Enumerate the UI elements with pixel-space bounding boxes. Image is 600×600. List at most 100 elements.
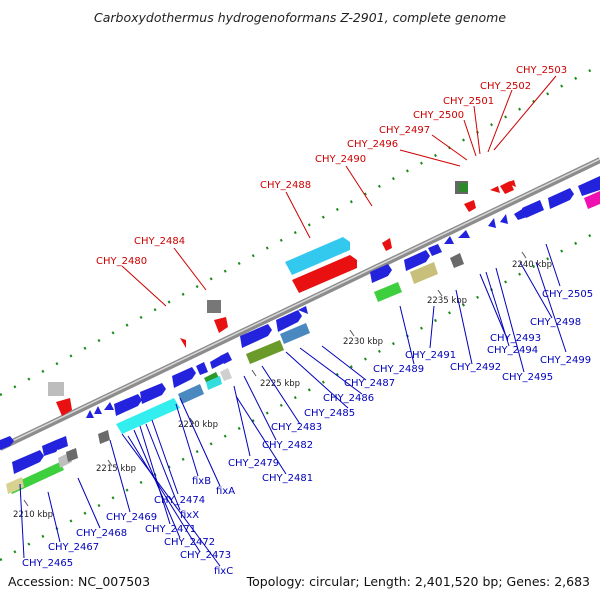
blue-gene-arrow[interactable] (444, 236, 454, 244)
blue-gene-arrow[interactable] (522, 200, 544, 218)
gene-label-chy-2502[interactable]: CHY_2502 (480, 81, 531, 92)
cyan-gene-block[interactable] (116, 398, 180, 434)
blue-gene-arrow[interactable] (428, 244, 442, 256)
steelblue-gene-block[interactable] (280, 323, 310, 344)
gene-label-chy-2490[interactable]: CHY_2490 (315, 154, 366, 165)
gene-label-chy-2481[interactable]: CHY_2481 (262, 473, 313, 484)
gene-label-chy-2471[interactable]: CHY_2471 (145, 524, 196, 535)
magenta-gene-block[interactable] (584, 191, 600, 209)
blue-gene-arrow[interactable] (488, 218, 496, 228)
blue-gene-arrow[interactable] (114, 394, 142, 416)
steelblue-gene-block[interactable] (178, 384, 204, 404)
gene-label-chy-2474[interactable]: CHY_2474 (154, 495, 205, 506)
blue-gene-arrow[interactable] (210, 355, 224, 369)
gene-label-chy-2493[interactable]: CHY_2493 (490, 333, 541, 344)
red-gene-arrow[interactable] (506, 180, 516, 187)
gene-label-chy-2472[interactable]: CHY_2472 (164, 537, 215, 548)
gene-label-chy-2494[interactable]: CHY_2494 (487, 345, 538, 356)
gene-label-fixx[interactable]: fixX (180, 510, 199, 521)
gene-label-fixa[interactable]: fixA (216, 486, 235, 497)
green-gene-block[interactable] (374, 282, 402, 302)
gene-label-fixb[interactable]: fixB (192, 476, 211, 487)
lower-features (0, 176, 600, 494)
gene-label-chy-2491[interactable]: CHY_2491 (405, 350, 456, 361)
red-gene-arrow[interactable] (382, 238, 392, 251)
red-gene-arrow[interactable] (56, 398, 72, 416)
scale-label-2220: 2220 kbp (178, 420, 218, 430)
grey-gene-block[interactable] (220, 368, 232, 381)
green-gene-block[interactable] (459, 183, 468, 192)
grey-gene-block[interactable] (450, 253, 464, 268)
gene-label-chy-2469[interactable]: CHY_2469 (106, 512, 157, 523)
olive-gene-block[interactable] (410, 262, 438, 284)
blue-gene-arrow[interactable] (240, 324, 272, 348)
scale-label-2230: 2230 kbp (343, 337, 383, 347)
blue-gene-arrow[interactable] (12, 450, 44, 474)
blue-gene-arrow[interactable] (196, 362, 208, 375)
gene-label-chy-2500[interactable]: CHY_2500 (413, 110, 464, 121)
gene-label-fixc[interactable]: fixC (214, 566, 233, 577)
blue-gene-arrow[interactable] (370, 264, 392, 283)
gene-label-chy-2499[interactable]: CHY_2499 (540, 355, 591, 366)
blue-gene-arrow[interactable] (458, 230, 470, 238)
genome-axis (0, 157, 600, 451)
gene-label-chy-2505[interactable]: CHY_2505 (542, 289, 593, 300)
gene-label-chy-2498[interactable]: CHY_2498 (530, 317, 581, 328)
upper-gene-labels: CHY_2503 CHY_2502 CHY_2501 CHY_2500 CHY_… (96, 65, 567, 267)
red-gene-block[interactable] (292, 255, 357, 293)
red-gene-arrow[interactable] (464, 200, 476, 212)
gene-label-chy-2488[interactable]: CHY_2488 (260, 180, 311, 191)
gene-label-chy-2473[interactable]: CHY_2473 (180, 550, 231, 561)
red-gene-arrow[interactable] (490, 186, 500, 193)
gene-label-chy-2483[interactable]: CHY_2483 (271, 422, 322, 433)
blue-gene-arrow[interactable] (86, 410, 94, 418)
gene-label-chy-2480[interactable]: CHY_2480 (96, 256, 147, 267)
gene-label-chy-2492[interactable]: CHY_2492 (450, 362, 501, 373)
grey-gene-block[interactable] (48, 382, 64, 396)
gene-label-chy-2495[interactable]: CHY_2495 (502, 372, 553, 383)
cyan-gene-block[interactable] (206, 376, 222, 390)
gene-label-chy-2468[interactable]: CHY_2468 (76, 528, 127, 539)
gene-label-chy-2497[interactable]: CHY_2497 (379, 125, 430, 136)
blue-gene-arrow[interactable] (404, 250, 430, 271)
gene-label-chy-2501[interactable]: CHY_2501 (443, 96, 494, 107)
blue-gene-arrow[interactable] (548, 188, 574, 209)
genome-summary-text: Topology: circular; Length: 2,401,520 bp… (246, 574, 590, 589)
blue-gene-arrow[interactable] (578, 176, 600, 196)
grey-gene-block[interactable] (207, 300, 221, 313)
gene-label-chy-2465[interactable]: CHY_2465 (22, 558, 73, 569)
lower-gene-labels: CHY_2505 CHY_2498 CHY_2499 CHY_2493 CHY_… (22, 289, 593, 577)
olivegreen-gene-block[interactable] (246, 340, 284, 364)
gene-label-chy-2503[interactable]: CHY_2503 (516, 65, 567, 76)
blue-gene-arrow[interactable] (298, 306, 308, 314)
gene-label-chy-2482[interactable]: CHY_2482 (262, 440, 313, 451)
scale-label-2225: 2225 kbp (260, 379, 300, 389)
gene-label-chy-2484[interactable]: CHY_2484 (134, 236, 185, 247)
gene-label-chy-2487[interactable]: CHY_2487 (344, 378, 395, 389)
blue-gene-arrow[interactable] (56, 436, 68, 450)
red-gene-arrow[interactable] (214, 317, 228, 333)
gene-label-chy-2486[interactable]: CHY_2486 (323, 393, 374, 404)
cyan-gene-block[interactable] (285, 237, 350, 275)
blue-gene-arrow[interactable] (42, 440, 60, 456)
gene-label-chy-2485[interactable]: CHY_2485 (304, 408, 355, 419)
olive-gene-block[interactable] (6, 477, 24, 494)
gene-label-chy-2496[interactable]: CHY_2496 (347, 139, 398, 150)
blue-gene-arrow[interactable] (500, 214, 508, 224)
blue-gene-arrow[interactable] (94, 406, 102, 414)
blue-gene-arrow[interactable] (104, 402, 114, 410)
lower-leader-lines (19, 243, 567, 567)
blue-gene-arrow[interactable] (0, 436, 14, 450)
blue-gene-arrow[interactable] (276, 310, 302, 332)
grey-gene-block[interactable] (66, 448, 78, 462)
blue-gene-arrow[interactable] (172, 367, 196, 388)
blue-gene-arrow[interactable] (220, 352, 232, 364)
gene-label-chy-2489[interactable]: CHY_2489 (373, 364, 424, 375)
gene-label-chy-2479[interactable]: CHY_2479 (228, 458, 279, 469)
gene-label-chy-2467[interactable]: CHY_2467 (48, 542, 99, 553)
blue-gene-arrow[interactable] (140, 383, 166, 404)
red-gene-arrow[interactable] (180, 338, 186, 348)
scale-label-2210: 2210 kbp (13, 510, 53, 520)
grey-gene-block[interactable] (98, 430, 110, 444)
